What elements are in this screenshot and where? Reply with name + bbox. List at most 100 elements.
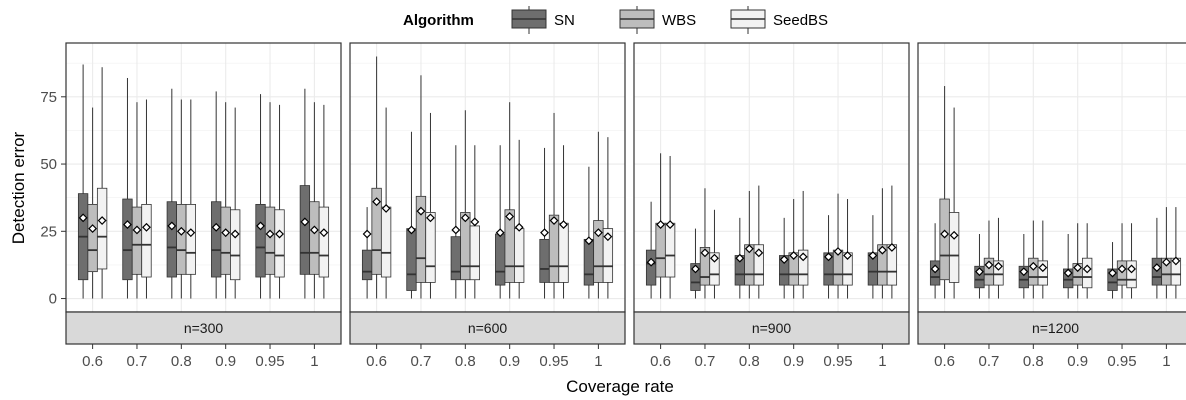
x-tick-label: 0.8 [739, 353, 760, 370]
x-tick-label: 1 [594, 353, 602, 370]
box [798, 249, 809, 286]
x-tick-label: 0.8 [455, 353, 476, 370]
box [122, 198, 133, 281]
box-sn-1 [583, 166, 595, 299]
x-tick-label: 0.9 [215, 353, 236, 370]
box [96, 187, 108, 270]
mean-marker [744, 244, 754, 254]
box-seedbs-0.6 [380, 107, 392, 299]
box [255, 203, 266, 278]
box-wbs-0.95 [264, 102, 276, 299]
box-seedbs-0.6 [96, 67, 108, 299]
x-tick-label: 0.6 [366, 353, 387, 370]
mean-marker [735, 253, 745, 263]
box-sn-0.7 [974, 233, 985, 299]
strip-label: n=1200 [1032, 320, 1079, 336]
box-seedbs-0.7 [425, 112, 436, 299]
mean-marker [381, 203, 391, 213]
mean-marker [949, 230, 959, 240]
box-seedbs-0.9 [230, 107, 241, 299]
box [87, 203, 98, 273]
mean-marker [451, 225, 461, 235]
mean-marker [540, 228, 549, 238]
mean-marker [275, 229, 284, 239]
box [264, 206, 276, 275]
mean-marker [470, 217, 480, 227]
box-sn-0.95 [1107, 242, 1118, 299]
mean-marker [176, 226, 186, 236]
box [166, 201, 177, 278]
box-seedbs-0.6 [664, 155, 676, 299]
box [220, 206, 231, 275]
y-tick-label: 75 [40, 89, 57, 106]
box [380, 206, 392, 278]
strip-label: n=900 [752, 320, 792, 336]
box-sn-0.6 [645, 201, 657, 299]
box-seedbs-1 [318, 104, 330, 299]
box [655, 222, 666, 278]
box [709, 252, 720, 286]
mean-marker [789, 251, 799, 260]
box [583, 238, 595, 286]
box-sn-0.9 [211, 91, 222, 299]
mean-marker [309, 225, 319, 235]
mean-marker [930, 264, 940, 274]
box [548, 214, 560, 283]
box [318, 206, 330, 278]
box-sn-1 [867, 215, 879, 299]
mean-marker [779, 255, 789, 264]
y-tick-label: 25 [40, 223, 57, 240]
y-axis-title: Detection error [9, 131, 28, 244]
mean-marker [887, 242, 897, 252]
box-sn-0.95 [539, 147, 550, 299]
mean-marker [186, 228, 196, 238]
panel-n-600: n=600 0.6 0.7 0.8 0.9 0.95 1 [349, 42, 626, 370]
mean-marker [211, 222, 221, 232]
panel-n-300: n=300 0.6 0.7 0.8 0.9 0.95 1 [65, 42, 342, 370]
mean-marker [1161, 257, 1171, 267]
box-sn-0.9 [495, 145, 506, 299]
box-seedbs-1 [602, 137, 614, 299]
mean-marker [256, 221, 265, 231]
box-wbs-0.9 [788, 199, 799, 299]
mean-marker [1063, 268, 1073, 278]
box [185, 203, 196, 275]
mean-marker [824, 252, 833, 262]
box [274, 209, 285, 278]
mean-marker [549, 216, 559, 225]
strip [349, 311, 626, 345]
box [664, 222, 676, 278]
mean-marker [514, 222, 524, 232]
mean-marker [1073, 263, 1083, 273]
box-seedbs-0.95 [558, 145, 569, 299]
mean-marker [1117, 264, 1127, 274]
x-tick-label: 0.95 [255, 353, 284, 370]
strip [65, 311, 342, 345]
box [299, 185, 311, 275]
strip-label: n=600 [468, 320, 508, 336]
legend-item-seedbs: SeedBS [730, 6, 828, 34]
mean-marker [975, 267, 984, 277]
mean-marker [1152, 263, 1162, 273]
box [176, 203, 187, 275]
x-tick-label: 0.7 [127, 353, 148, 370]
x-tick-label: 0.7 [979, 353, 1000, 370]
mean-marker [372, 197, 382, 207]
box-seedbs-0.9 [514, 139, 525, 299]
mean-marker [416, 206, 426, 216]
box-seedbs-0.9 [798, 190, 809, 299]
x-tick-label: 0.9 [499, 353, 520, 370]
box [602, 228, 614, 283]
box-sn-1 [299, 88, 311, 299]
mean-marker [495, 228, 505, 238]
legend-items: SN WBS SeedBS [511, 6, 828, 34]
box [495, 233, 506, 286]
box [131, 206, 143, 275]
box [948, 212, 960, 283]
x-tick-label: 1 [1162, 353, 1170, 370]
box [1037, 260, 1048, 286]
box-seedbs-0.95 [1126, 223, 1137, 299]
box-seedbs-0.8 [753, 185, 764, 299]
box [645, 249, 657, 286]
box-sn-0.9 [1063, 233, 1074, 299]
